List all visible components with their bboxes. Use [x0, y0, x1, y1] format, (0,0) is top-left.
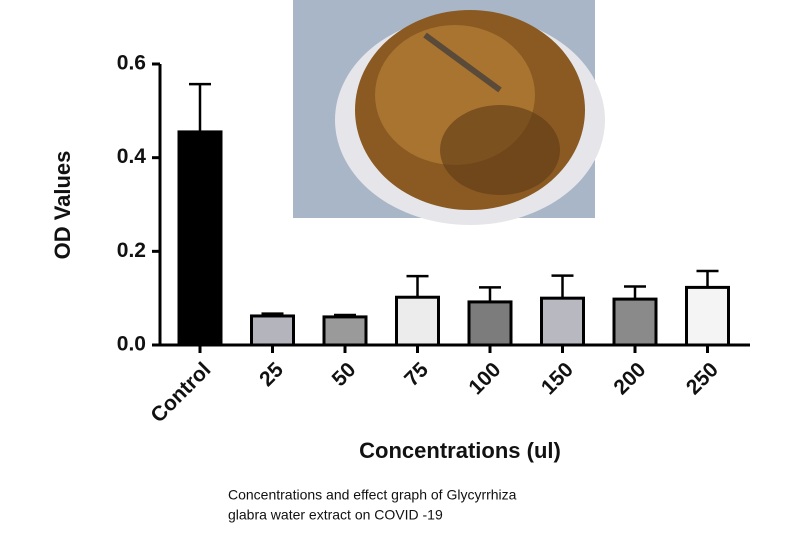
y-axis-title: OD Values [50, 151, 75, 260]
bar [540, 296, 585, 347]
x-tick-label: 25 [255, 358, 288, 391]
y-tick-label: 0.0 [117, 333, 146, 356]
bar [395, 295, 440, 347]
y-tick-label: 0.4 [117, 145, 147, 168]
y-tick-label: 0.6 [117, 52, 146, 75]
y-tick-label: 0.2 [117, 239, 146, 262]
x-tick-label: 50 [328, 358, 361, 391]
x-tick-label: 100 [464, 358, 505, 399]
bar [322, 315, 368, 347]
bar [612, 297, 658, 347]
x-axis-title: Concentrations (ul) [359, 438, 561, 463]
bar [250, 314, 295, 347]
photo-roots-shadow [440, 105, 560, 195]
photo-stick [423, 32, 502, 93]
x-tick-label: 250 [682, 358, 723, 399]
bar [177, 130, 223, 347]
x-tick-label: 200 [609, 358, 650, 399]
caption-line: glabra water extract on COVID -19 [228, 507, 443, 523]
bar [467, 300, 513, 347]
x-tick-label: Control [146, 358, 215, 427]
x-tick-label: 150 [537, 358, 578, 399]
bar [685, 285, 730, 347]
photo [293, 0, 605, 225]
caption-line: Concentrations and effect graph of Glycy… [228, 487, 517, 503]
x-tick-label: 75 [400, 358, 433, 391]
